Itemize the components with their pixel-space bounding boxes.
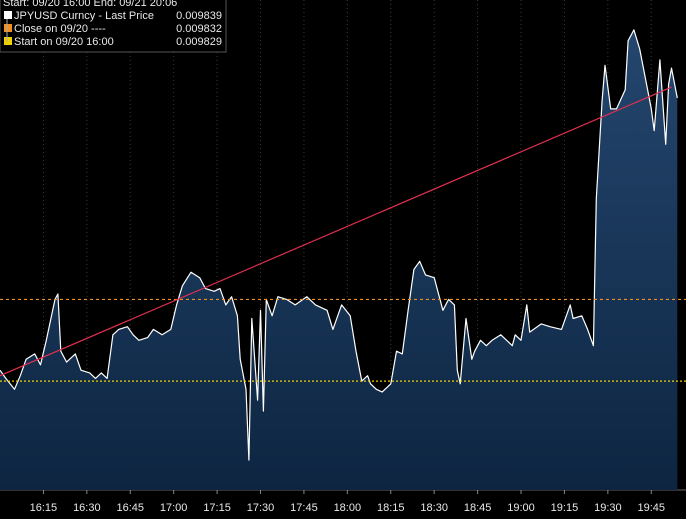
x-tick-label: 17:30 (247, 502, 275, 514)
trend-line (0, 86, 672, 377)
x-axis-band (0, 490, 686, 519)
legend: Start: 09/20 16:00 End: 09/21 20:06 JPYU… (0, 0, 227, 53)
legend-header: Start: 09/20 16:00 End: 09/21 20:06 (3, 0, 177, 9)
legend-swatch (4, 37, 12, 45)
x-tick-label: 16:15 (30, 502, 58, 514)
legend-box (0, 0, 227, 53)
x-tick-label: 16:30 (73, 502, 101, 514)
x-tick-label: 17:45 (290, 502, 318, 514)
x-tick-label: 19:15 (551, 502, 579, 514)
legend-value: 0.009829 (176, 36, 222, 48)
x-tick-label: 16:45 (116, 502, 144, 514)
x-tick-label: 18:15 (377, 502, 405, 514)
legend-label: JPYUSD Curncy - Last Price (14, 10, 154, 22)
legend-value: 0.009839 (176, 10, 222, 22)
x-tick-label: 19:30 (594, 502, 622, 514)
x-tick-label: 17:00 (160, 502, 188, 514)
legend-label: Close on 09/20 ---- (14, 23, 106, 35)
x-tick-label: 18:45 (464, 502, 492, 514)
x-tick-label: 18:30 (420, 502, 448, 514)
x-tick-label: 18:00 (334, 502, 362, 514)
area-fill (0, 29, 678, 491)
legend-label: Start on 09/20 16:00 (14, 36, 114, 48)
x-tick-label: 19:00 (507, 502, 535, 514)
x-tick-label: 17:15 (203, 502, 231, 514)
legend-value: 0.009832 (176, 23, 222, 35)
x-tick-label: 19:45 (638, 502, 666, 514)
legend-swatch (4, 24, 12, 32)
legend-swatch (4, 11, 12, 19)
